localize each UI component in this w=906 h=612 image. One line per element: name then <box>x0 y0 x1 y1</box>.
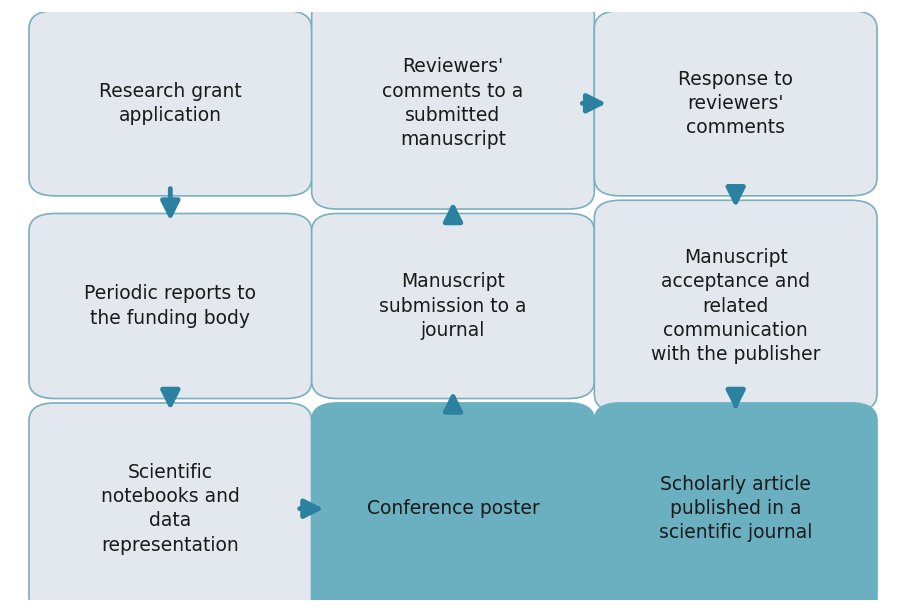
Text: Scholarly article
published in a
scientific journal: Scholarly article published in a scienti… <box>659 475 813 542</box>
Text: Periodic reports to
the funding body: Periodic reports to the funding body <box>84 285 256 327</box>
Text: Conference poster: Conference poster <box>367 499 539 518</box>
FancyBboxPatch shape <box>594 403 877 612</box>
FancyBboxPatch shape <box>594 200 877 412</box>
FancyBboxPatch shape <box>594 11 877 196</box>
Text: Response to
reviewers'
comments: Response to reviewers' comments <box>679 70 793 137</box>
Text: Scientific
notebooks and
data
representation: Scientific notebooks and data representa… <box>101 463 240 554</box>
Text: Research grant
application: Research grant application <box>99 81 242 125</box>
FancyBboxPatch shape <box>312 0 594 209</box>
FancyBboxPatch shape <box>29 11 312 196</box>
FancyBboxPatch shape <box>312 403 594 612</box>
Text: Manuscript
submission to a
journal: Manuscript submission to a journal <box>380 272 526 340</box>
FancyBboxPatch shape <box>29 403 312 612</box>
FancyBboxPatch shape <box>29 214 312 398</box>
Text: Reviewers'
comments to a
submitted
manuscript: Reviewers' comments to a submitted manus… <box>382 58 524 149</box>
FancyBboxPatch shape <box>312 214 594 398</box>
Text: Manuscript
acceptance and
related
communication
with the publisher: Manuscript acceptance and related commun… <box>651 248 821 364</box>
